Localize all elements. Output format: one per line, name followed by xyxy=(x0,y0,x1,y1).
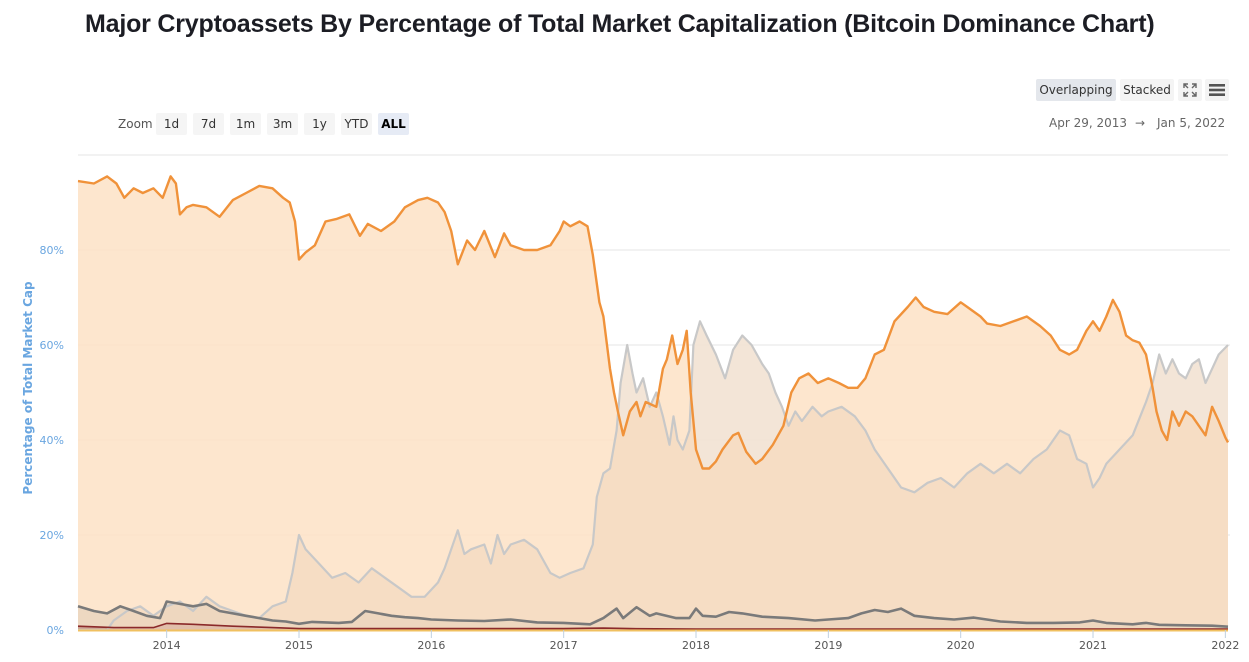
line-other-minor- xyxy=(77,622,1228,630)
area-bitcoin xyxy=(78,176,1228,630)
x-tick-label: 2017 xyxy=(550,639,578,652)
x-tick-label: 2014 xyxy=(153,639,181,652)
fullscreen-button[interactable] xyxy=(1178,79,1202,101)
y-axis-title: Percentage of Total Market Cap xyxy=(21,281,35,495)
zoom-button-3m[interactable]: 3m xyxy=(267,113,298,135)
x-tick-label: 2016 xyxy=(417,639,445,652)
area-overlap xyxy=(78,321,1228,630)
range-arrow: → xyxy=(1135,116,1146,130)
range-from-date[interactable]: Apr 29, 2013 xyxy=(1049,116,1128,130)
stacked-button[interactable]: Stacked xyxy=(1120,79,1174,101)
zoom-button-1d[interactable]: 1d xyxy=(156,113,187,135)
overlapping-button[interactable]: Overlapping xyxy=(1036,79,1116,101)
y-tick-label: 80% xyxy=(40,244,64,257)
zoom-button-all[interactable]: ALL xyxy=(378,113,409,135)
line-bitcoin xyxy=(77,175,1230,470)
x-tick-label: 2021 xyxy=(1079,639,1107,652)
fullscreen-icon xyxy=(1183,83,1197,97)
line-ethereum xyxy=(78,320,1229,632)
y-tick-label: 40% xyxy=(40,434,64,447)
x-tick-label: 2022 xyxy=(1211,639,1239,652)
series-areas xyxy=(78,176,1228,630)
x-tick-label: 2018 xyxy=(682,639,710,652)
zoom-label: Zoom xyxy=(118,117,153,131)
area-other-minor- xyxy=(78,623,1228,630)
zoom-button-1m[interactable]: 1m xyxy=(230,113,261,135)
zoom-button-7d[interactable]: 7d xyxy=(193,113,224,135)
series-lines xyxy=(77,175,1230,632)
zoom-button-1y[interactable]: 1y xyxy=(304,113,335,135)
x-axis-ticks: 2014 2015 2016 2017 2018 2019 2020 2021 2022 xyxy=(153,630,1239,652)
area-ethereum xyxy=(78,321,1228,630)
zoom-button-ytd[interactable]: YTD xyxy=(341,113,372,135)
x-tick-label: 2020 xyxy=(947,639,975,652)
x-tick-label: 2019 xyxy=(814,639,842,652)
grid-lines xyxy=(78,154,1230,536)
menu-button[interactable] xyxy=(1205,79,1229,101)
y-tick-label: 0% xyxy=(47,624,64,637)
chart-title: Major Cryptoassets By Percentage of Tota… xyxy=(85,10,1155,38)
line-other-largest-altcoin- xyxy=(77,600,1229,628)
x-tick-label: 2015 xyxy=(285,639,313,652)
y-tick-label: 60% xyxy=(40,339,64,352)
y-axis-ticks: 0% 20% 40% 60% 80% xyxy=(40,244,64,637)
y-tick-label: 20% xyxy=(40,529,64,542)
range-to-date[interactable]: Jan 5, 2022 xyxy=(1157,116,1226,130)
hamburger-menu-icon xyxy=(1209,84,1225,96)
area-other-largest-altcoin- xyxy=(78,601,1228,630)
